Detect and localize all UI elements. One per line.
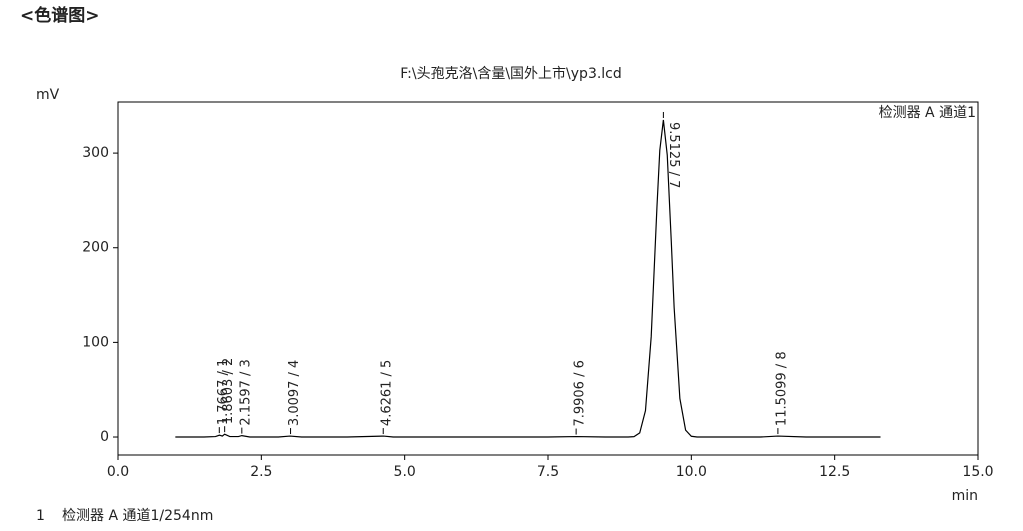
peak-label: 3.0097 / 4 [287, 360, 302, 426]
y-axis-label: mV [36, 87, 60, 103]
x-axis-label: min [952, 488, 978, 504]
peak-label: 7.9906 / 6 [573, 360, 588, 426]
x-tick-label: 12.5 [819, 464, 850, 480]
legend-entry: 检测器 A 通道1 [879, 105, 976, 121]
y-tick-label: 0 [100, 429, 109, 445]
x-tick-label: 2.5 [250, 464, 272, 480]
peak-label: 2.1597 / 3 [238, 359, 253, 425]
y-tick-label: 200 [82, 240, 109, 256]
peak-label: 1.8603 / 2 [221, 358, 236, 424]
peak-label: 4.6261 / 5 [380, 360, 395, 426]
signal-line [175, 119, 881, 438]
x-tick-label: 0.0 [107, 464, 129, 480]
peak-label: 1.7667 / 1 [216, 359, 231, 425]
chart-title: F:\头孢克洛\含量\国外上市\yp3.lcd [400, 65, 622, 82]
y-tick-label: 300 [82, 145, 109, 161]
page-header: <色谱图> [20, 5, 100, 26]
peak-label: 9.5125 / 7 [666, 122, 681, 188]
y-tick-label: 100 [82, 334, 109, 350]
peak-label: 11.5099 / 8 [774, 351, 789, 426]
footer-index: 1 [36, 508, 45, 524]
x-tick-label: 10.0 [676, 464, 707, 480]
x-tick-label: 7.5 [537, 464, 559, 480]
x-tick-label: 5.0 [394, 464, 416, 480]
x-tick-label: 15.0 [962, 464, 993, 480]
footer-text: 检测器 A 通道1/254nm [62, 508, 213, 524]
